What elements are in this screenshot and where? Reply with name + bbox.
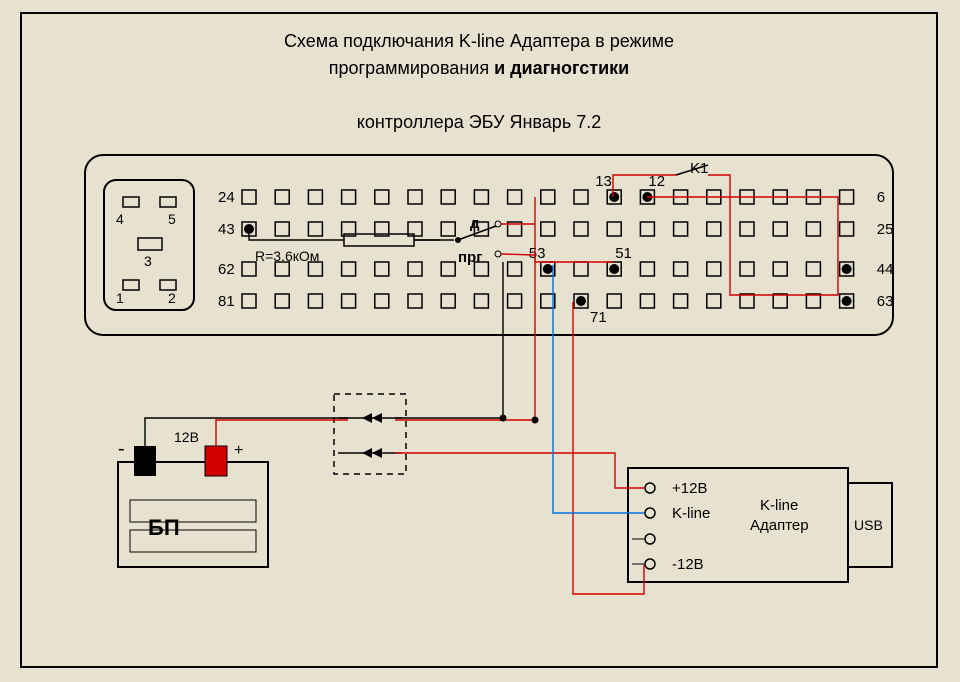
- svg-text:1: 1: [116, 290, 124, 306]
- svg-text:R=3.6кОм: R=3.6кОм: [255, 248, 319, 264]
- svg-text:53: 53: [529, 245, 546, 262]
- svg-text:71: 71: [590, 309, 607, 326]
- svg-text:+: +: [234, 442, 243, 459]
- svg-text:-12В: -12В: [672, 556, 704, 573]
- svg-text:13: 13: [595, 173, 612, 190]
- svg-text:43: 43: [218, 221, 235, 238]
- svg-text:25: 25: [877, 221, 894, 238]
- svg-text:81: 81: [218, 293, 235, 310]
- svg-text:63: 63: [877, 293, 894, 310]
- svg-text:д: д: [470, 215, 480, 232]
- svg-text:3: 3: [144, 253, 152, 269]
- svg-text:прг: прг: [458, 249, 482, 266]
- svg-text:K-line: K-line: [760, 497, 798, 514]
- svg-text:51: 51: [615, 245, 632, 262]
- svg-text:24: 24: [218, 189, 235, 206]
- svg-text:БП: БП: [148, 515, 180, 540]
- svg-text:-: -: [118, 438, 125, 460]
- svg-text:USB: USB: [854, 517, 883, 533]
- svg-text:62: 62: [218, 261, 235, 278]
- svg-text:4: 4: [116, 211, 124, 227]
- schematic-svg: 453122464325624481631312535171K1дпргR=3.…: [0, 0, 960, 682]
- svg-text:6: 6: [877, 189, 885, 206]
- svg-text:12В: 12В: [174, 429, 199, 445]
- svg-text:K-line: K-line: [672, 505, 710, 522]
- svg-text:+12В: +12В: [672, 480, 707, 497]
- svg-text:5: 5: [168, 211, 176, 227]
- svg-text:Адаптер: Адаптер: [750, 517, 809, 534]
- svg-text:44: 44: [877, 261, 894, 278]
- svg-text:2: 2: [168, 290, 176, 306]
